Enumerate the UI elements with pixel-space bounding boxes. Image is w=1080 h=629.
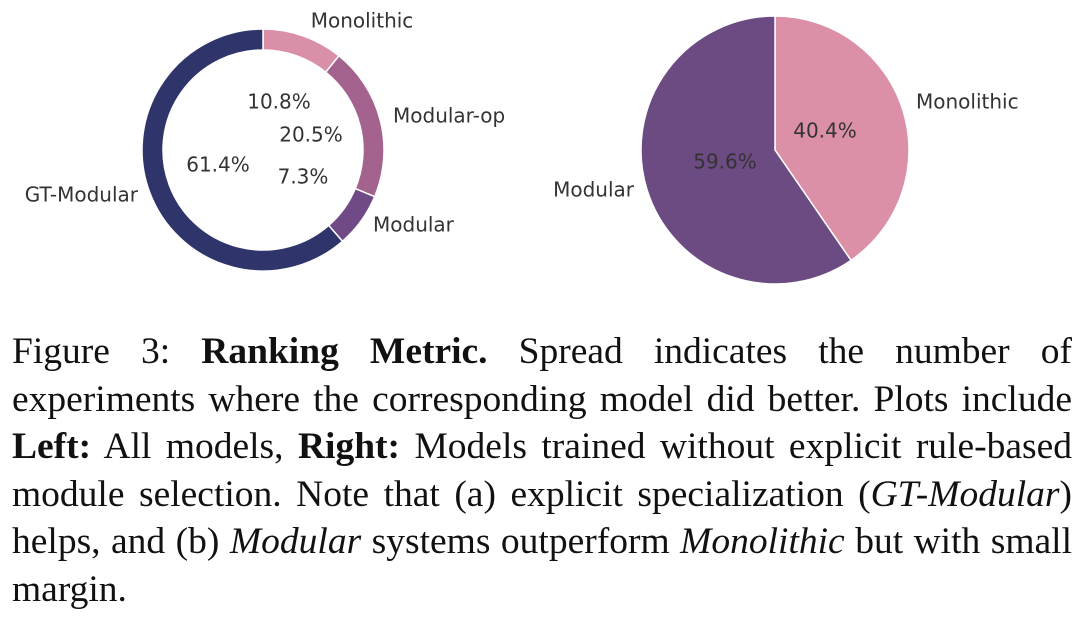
caption-italic-modular: Modular (229, 521, 362, 562)
caption-figure-label: Figure 3: (12, 331, 171, 372)
donut-category-label-monolithic: Monolithic (311, 9, 414, 33)
caption-text-2: All models, (103, 426, 284, 467)
caption-italic-gt-modular: GT-Modular (870, 473, 1060, 515)
donut-category-label-modular: Modular (373, 213, 455, 237)
pie-category-label-monolithic: Monolithic (916, 90, 1019, 114)
caption-text-6: but with small margin. (12, 521, 1073, 610)
pie-slice-monolithic (774, 15, 910, 262)
caption-left-label: Left: (12, 426, 92, 467)
donut-value-label-modular: 7.3% (278, 165, 329, 189)
figure-caption: Figure 3: Ranking Metric. Spread indicat… (12, 328, 1072, 613)
pie-value-label-monolithic: 40.4% (793, 119, 857, 143)
left-donut-chart: 10.8% Monolithic 20.5% Modular-op 7.3% Modula… (25, 9, 505, 272)
donut-slice-monolithic (262, 28, 341, 74)
caption-text-1: Spread indicates the number of experimen… (12, 331, 1072, 420)
donut-value-label-monolithic: 10.8% (247, 90, 311, 114)
right-pie-chart: 40.4% Monolithic 59.6% Modular (553, 15, 1019, 285)
caption-right-label: Right: (297, 426, 401, 467)
charts-area: 10.8% Monolithic 20.5% Modular-op 7.3% Modula… (25, 9, 1019, 285)
pie-value-label-modular: 59.6% (693, 150, 757, 174)
caption-italic-monolithic: Monolithic (680, 521, 845, 562)
pie-slice-modular (640, 15, 853, 285)
caption-text-3: Models trained without explicit rule-bas… (12, 426, 1072, 515)
pie-category-label-modular: Modular (553, 178, 635, 202)
donut-slice-gt-modular (141, 28, 344, 272)
donut-category-label-modular-op: Modular-op (393, 104, 505, 128)
donut-value-label-gt-modular: 61.4% (186, 153, 250, 177)
donut-value-label-modular-op: 20.5% (279, 123, 343, 147)
caption-text-5: systems outperform (371, 521, 670, 562)
donut-category-label-gt-modular: GT-Modular (25, 183, 139, 207)
caption-bold-title: Ranking Metric. (201, 331, 488, 372)
caption-text-4: ) helps, and (b) (12, 473, 1072, 563)
